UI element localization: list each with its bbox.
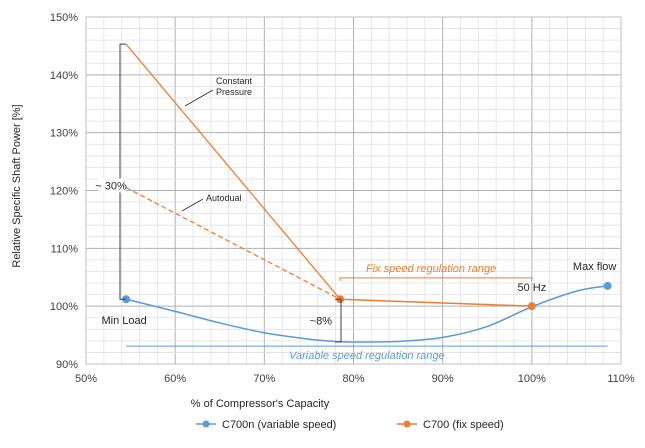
series-point-variable-speed xyxy=(603,281,612,290)
y-tick-label: 90% xyxy=(56,359,78,371)
plot-border xyxy=(85,16,622,365)
range-annotations: Fix speed regulation range Variable speed… xyxy=(126,263,608,362)
legend-label: C700 (fix speed) xyxy=(423,419,504,431)
x-tick-label: 110% xyxy=(607,373,635,385)
legend-swatch-marker xyxy=(403,420,411,428)
series-point-fix-speed xyxy=(527,302,536,311)
x-tick-label: 100% xyxy=(518,373,546,385)
autodual-line xyxy=(125,187,341,300)
autodual-pointer xyxy=(181,198,204,212)
legend-swatch-marker xyxy=(202,420,210,428)
legend-label: C700n (variable speed) xyxy=(222,419,336,431)
series-line-fix-speed xyxy=(340,298,532,307)
series-point-variable-speed xyxy=(122,295,131,304)
y-tick-label: 130% xyxy=(50,128,78,140)
legend: C700n (variable speed) C700 (fix speed) xyxy=(196,419,504,431)
x-tick-label: 50% xyxy=(75,373,97,385)
reference-lines xyxy=(125,43,341,300)
y-tick-label: 110% xyxy=(51,243,79,255)
variable-speed-range-label: Variable speed regulation range xyxy=(289,350,445,362)
y-tick-label: 140% xyxy=(50,70,78,82)
fifty-hz-label: 50 Hz xyxy=(517,282,546,294)
y-tick-label: 150% xyxy=(50,12,78,24)
max-flow-label: Max flow xyxy=(573,261,616,273)
constant-pressure-label: Constant Pressure xyxy=(216,76,253,97)
min-load-label: Min Load xyxy=(101,315,146,327)
series-lines xyxy=(122,281,612,343)
chart-annotations: Constant Pressure Autodual ~ 30% ~8% Min Load… xyxy=(95,43,616,343)
y-axis-ticks: 90% 100% 110% 120% 130% 140% 150% xyxy=(50,12,78,371)
constant-pressure-label-line: Pressure xyxy=(216,87,252,97)
fix-speed-range-label: Fix speed regulation range xyxy=(366,263,496,275)
y-tick-label: 100% xyxy=(50,301,78,313)
bracket-8-label: ~8% xyxy=(310,316,333,328)
constant-pressure-label-line: Constant xyxy=(216,76,253,86)
autodual-label: Autodual xyxy=(206,193,242,203)
fix-speed-range-bracket xyxy=(339,277,533,281)
x-axis-ticks: 50% 60% 70% 80% 90% 100% 110% xyxy=(75,373,635,385)
grid xyxy=(85,16,622,365)
x-tick-label: 60% xyxy=(164,373,186,385)
constant-pressure-pointer xyxy=(184,89,214,107)
y-axis-label: Relative Specific Shaft Power [%] xyxy=(11,104,23,267)
bracket-30-percent xyxy=(119,43,126,300)
constant-pressure-line xyxy=(125,43,341,300)
x-tick-label: 70% xyxy=(253,373,275,385)
bracket-30-label-bg xyxy=(98,178,126,193)
bracket-30-label: ~ 30% xyxy=(95,180,127,192)
x-tick-label: 90% xyxy=(432,373,454,385)
bracket-8-percent xyxy=(335,298,342,343)
x-tick-label: 80% xyxy=(342,373,364,385)
x-axis-label: % of Compressor's Capacity xyxy=(191,398,330,410)
y-tick-label: 120% xyxy=(50,186,78,198)
